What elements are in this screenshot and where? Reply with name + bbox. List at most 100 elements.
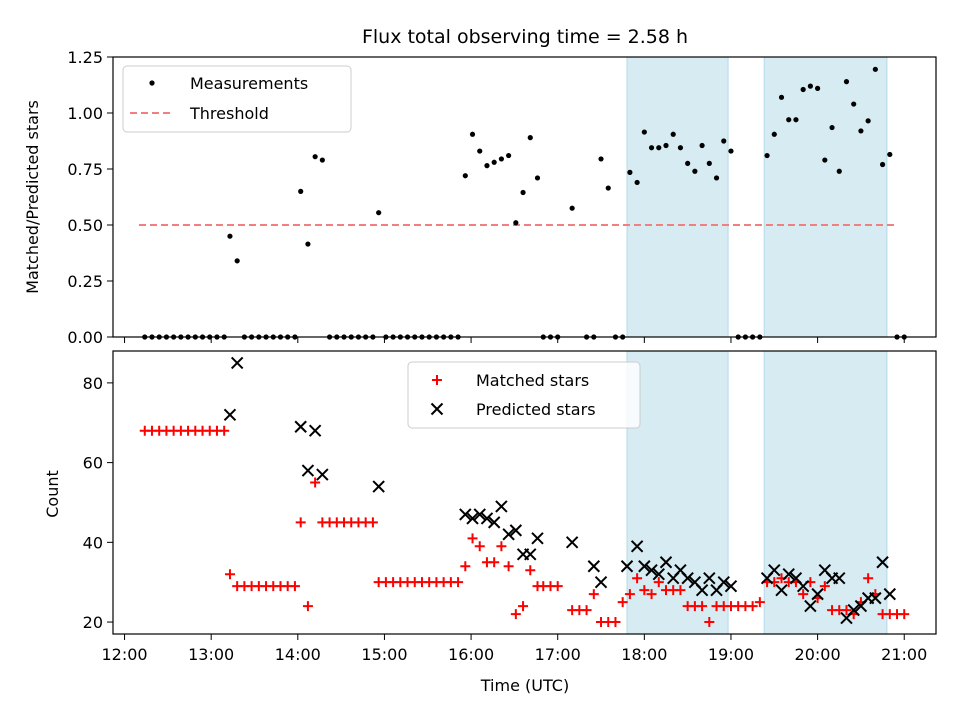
data-point [477, 148, 483, 154]
data-point [692, 168, 698, 174]
data-point [469, 131, 476, 137]
data-point [495, 500, 508, 513]
data-point [491, 159, 497, 165]
data-point [587, 560, 601, 573]
data-point [594, 575, 608, 589]
data-point [775, 583, 788, 597]
data-point [811, 587, 824, 601]
data-point [467, 533, 478, 544]
data-point [876, 556, 889, 569]
data-point [588, 589, 599, 600]
series-matched-stars [139, 425, 910, 628]
data-point [302, 601, 313, 612]
data-point [652, 568, 665, 581]
bottom-panel: 20 40 60 80 12:00 13:00 14:00 15:00 16:00 17:00 18… [83, 350, 937, 664]
data-point [754, 597, 765, 608]
axes-frame [112, 56, 937, 338]
data-point [847, 603, 860, 617]
y-tick-label: 0.00 [67, 328, 103, 347]
data-point [675, 585, 686, 596]
data-point [728, 148, 734, 154]
data-point [768, 564, 781, 577]
top-y-axis-label: Matched/Predicted stars [23, 100, 42, 294]
data-point [836, 168, 842, 174]
shaded-span-1 [763, 56, 888, 338]
data-point [858, 128, 864, 134]
legend-marker-predicted [430, 402, 444, 416]
data-point [489, 557, 500, 568]
data-point [851, 101, 857, 107]
x-tick-label: 18:00 [621, 645, 667, 664]
bottom-y-axis-label: Count [43, 470, 62, 518]
data-point [879, 161, 886, 168]
legend-bottom: Matched stars Predicted stars [407, 361, 641, 429]
x-axis-label: Time (UTC) [480, 676, 569, 695]
y-tick-label: 0.50 [67, 216, 103, 235]
data-point [639, 585, 650, 596]
data-point [224, 569, 235, 580]
data-point [677, 145, 684, 151]
data-point [496, 541, 507, 552]
y-tick-label: 0.25 [67, 272, 103, 291]
data-point [822, 157, 828, 163]
series-measurements [142, 66, 907, 340]
data-point [498, 156, 504, 162]
data-point [815, 85, 821, 91]
data-point [807, 83, 813, 89]
data-point [721, 138, 727, 144]
data-point [617, 597, 628, 608]
data-point [670, 131, 676, 137]
data-point [569, 205, 575, 211]
data-point [641, 129, 647, 135]
x-tick-label: 14:00 [275, 645, 321, 664]
data-point [289, 581, 300, 592]
x-tick-label: 12:00 [101, 645, 147, 664]
data-point [717, 575, 730, 589]
data-point [786, 117, 792, 123]
data-point [527, 135, 533, 141]
x-tick-label: 17:00 [535, 645, 581, 664]
shaded-span-0 [626, 56, 729, 338]
data-point [565, 536, 579, 549]
y-tick-label: 1.00 [67, 104, 103, 123]
data-point [295, 517, 306, 528]
data-point [659, 556, 673, 569]
data-point [294, 420, 307, 433]
data-point [863, 573, 874, 584]
data-point [487, 516, 501, 529]
x-tick-label: 13:00 [188, 645, 234, 664]
x-tick-label: 16:00 [448, 645, 494, 664]
data-point [630, 540, 644, 553]
x-tick-label: 19:00 [708, 645, 754, 664]
data-point [367, 517, 378, 528]
data-point [372, 480, 385, 493]
data-point [681, 571, 694, 585]
data-point [656, 145, 662, 151]
data-point [227, 233, 233, 239]
data-point [506, 152, 512, 159]
data-point [473, 508, 486, 521]
data-point [798, 589, 809, 600]
data-point [819, 581, 830, 592]
data-point [663, 142, 669, 149]
data-point [804, 599, 817, 613]
data-point [534, 175, 541, 181]
data-point [782, 568, 795, 581]
data-point [648, 145, 655, 151]
data-point [653, 577, 664, 588]
data-point [219, 425, 230, 436]
data-point [234, 258, 240, 264]
data-point [531, 532, 544, 545]
legend-marker-matched [432, 375, 442, 385]
data-point [310, 477, 321, 488]
data-point [462, 173, 468, 179]
legend-label-matched: Matched stars [476, 371, 589, 390]
data-point [833, 571, 846, 585]
legend-label-measurements: Measurements [190, 74, 308, 93]
data-point [459, 508, 472, 521]
y-tick-label: 80 [83, 374, 103, 393]
data-point [778, 94, 785, 100]
x-tick-label: 15:00 [361, 645, 407, 664]
data-point [518, 601, 529, 612]
